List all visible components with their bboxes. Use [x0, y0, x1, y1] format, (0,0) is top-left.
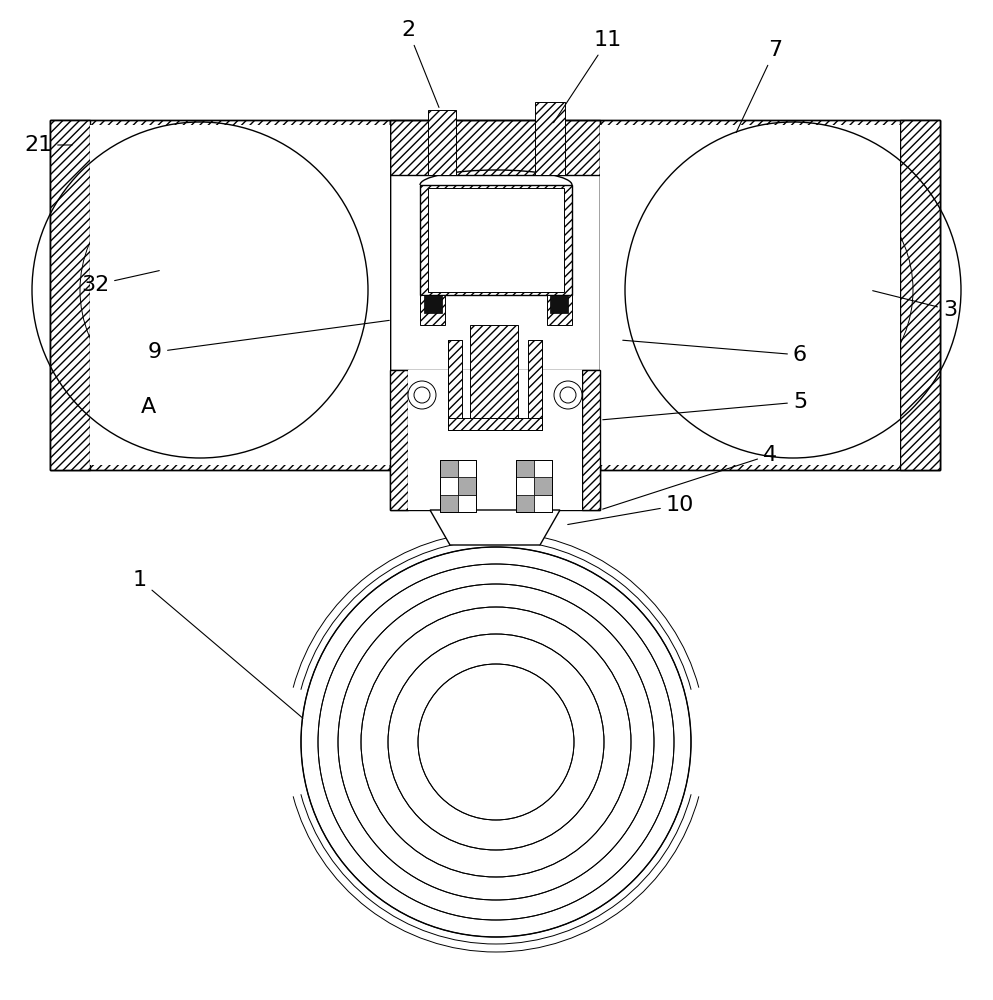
Text: 5: 5	[603, 392, 807, 420]
Polygon shape	[408, 370, 582, 510]
Polygon shape	[440, 460, 458, 477]
Text: 32: 32	[80, 271, 159, 295]
Text: 21: 21	[24, 135, 72, 155]
Polygon shape	[430, 510, 560, 545]
Text: 4: 4	[603, 445, 778, 509]
Polygon shape	[458, 460, 476, 477]
Polygon shape	[516, 495, 534, 512]
Polygon shape	[390, 120, 600, 175]
Polygon shape	[440, 477, 458, 495]
Polygon shape	[50, 120, 90, 470]
Text: 1: 1	[133, 570, 303, 718]
Text: 11: 11	[553, 30, 623, 123]
Polygon shape	[390, 370, 408, 510]
Text: 7: 7	[736, 40, 782, 132]
Circle shape	[653, 150, 933, 430]
Polygon shape	[547, 295, 572, 325]
Polygon shape	[420, 185, 572, 295]
Polygon shape	[582, 370, 600, 510]
Polygon shape	[428, 188, 564, 292]
Polygon shape	[600, 120, 940, 470]
Polygon shape	[534, 477, 552, 495]
Polygon shape	[420, 295, 445, 325]
Polygon shape	[535, 102, 565, 175]
Polygon shape	[440, 495, 458, 512]
Polygon shape	[528, 340, 542, 430]
Polygon shape	[516, 477, 534, 495]
Polygon shape	[458, 477, 476, 495]
Text: A: A	[140, 397, 156, 417]
Polygon shape	[550, 295, 568, 313]
Polygon shape	[534, 460, 552, 477]
Circle shape	[408, 381, 436, 409]
Polygon shape	[448, 340, 462, 430]
Polygon shape	[458, 495, 476, 512]
Text: 6: 6	[623, 340, 807, 365]
Polygon shape	[600, 125, 900, 465]
Polygon shape	[516, 460, 534, 477]
Polygon shape	[470, 325, 518, 430]
Text: 2: 2	[401, 20, 439, 107]
Polygon shape	[534, 495, 552, 512]
Polygon shape	[428, 110, 456, 175]
Text: 10: 10	[568, 495, 694, 525]
Text: 3: 3	[873, 291, 957, 320]
Circle shape	[301, 547, 691, 937]
Text: 9: 9	[148, 320, 389, 362]
Polygon shape	[90, 125, 390, 465]
Polygon shape	[448, 418, 542, 430]
Polygon shape	[424, 295, 442, 313]
Polygon shape	[50, 120, 390, 470]
Circle shape	[60, 150, 340, 430]
Circle shape	[554, 381, 582, 409]
Polygon shape	[900, 120, 940, 470]
